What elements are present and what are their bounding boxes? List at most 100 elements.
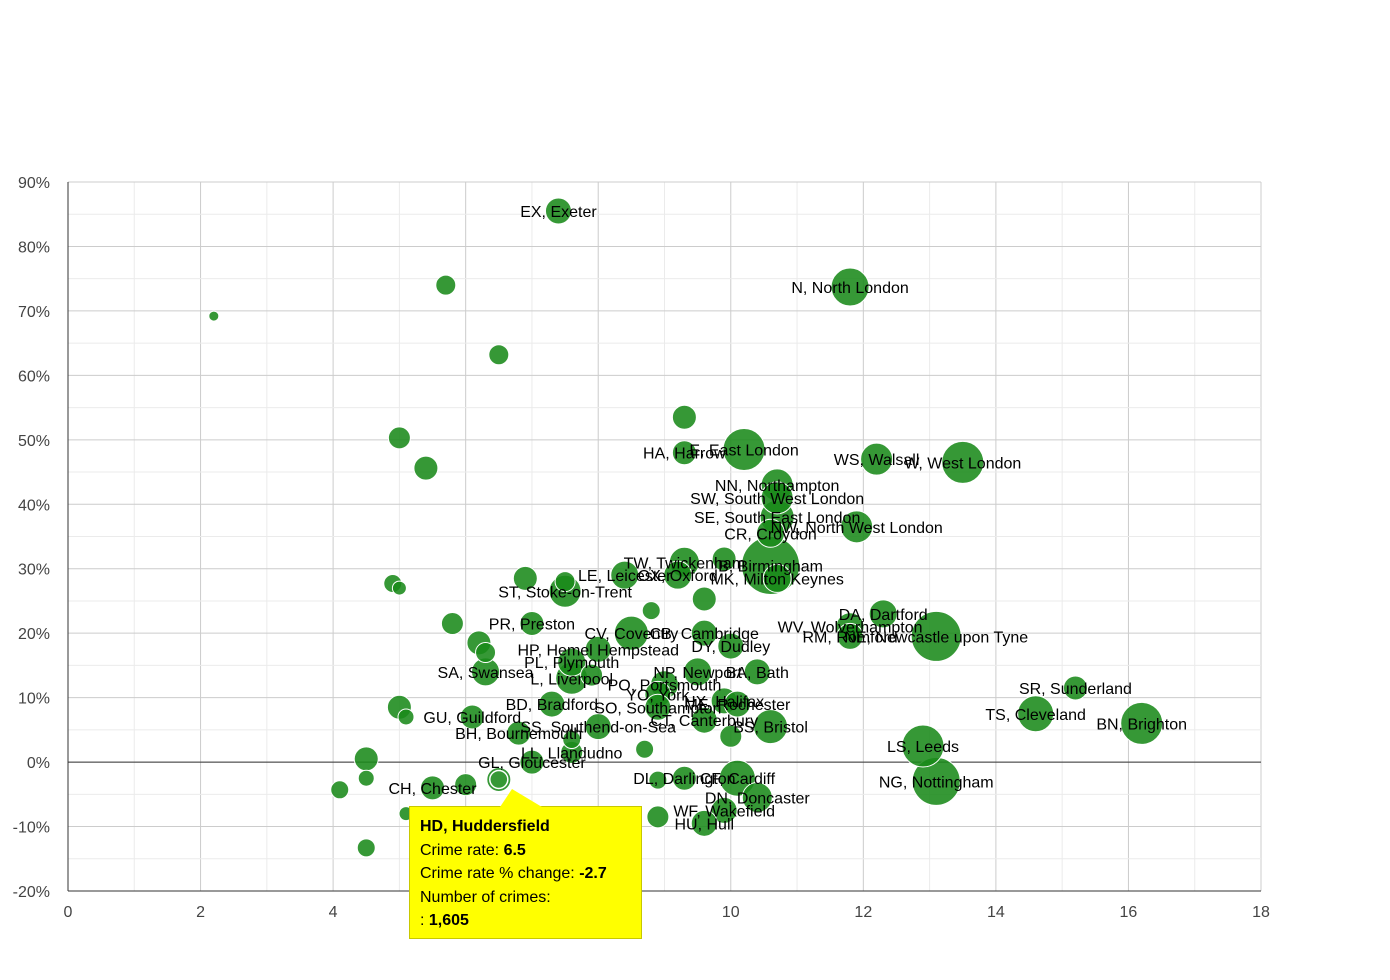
bubble-label: CT, Canterbury [650,713,758,730]
bubble-label: SR, Sunderland [1019,681,1132,698]
bubble [413,455,439,481]
axes [67,182,1261,892]
bubble [753,709,789,745]
bubble [512,565,538,591]
bubble [646,805,670,829]
y-tick-label: 90% [18,175,50,192]
bubble-label: DA, Dartford [839,607,928,624]
bubble [901,724,945,768]
bubble [459,704,485,730]
bubble [830,267,870,307]
x-tick-label: 0 [64,904,73,921]
bubble [663,560,693,590]
bubble-label: NW, North West London [771,520,943,537]
bubble-label: BD, Bradford [506,697,598,714]
bubble-label: CF, Cardiff [700,771,776,788]
bubble-label: DL, Darlington [633,771,735,788]
bubble-label: GU, Guildford [423,710,521,727]
bubble-label: PL, Plymouth [524,655,619,672]
tooltip-arrow [500,789,542,807]
bubble-label: TS, Cleveland [985,707,1086,724]
bubble-label: TW, Twickenham [624,555,746,572]
bubble [584,713,612,741]
bubble-label: HP, Hemel Hempstead [517,642,679,659]
bubble-label: PO, Portsmouth [608,678,722,695]
bubble-label: SA, Swansea [438,665,534,682]
bubble-label: SO, Southampton [594,700,721,717]
bubble [506,720,532,746]
bubble-label: BS, Bristol [733,720,808,737]
bubble-label: LS, Leeds [887,739,959,756]
bubble-label: BA, Bath [726,665,789,682]
y-tick-label: 0% [27,755,50,772]
bubble [941,440,985,484]
bubble-label: WV, Wolverhampton [778,620,923,637]
bubble-label: LL, Llandudno [521,745,623,762]
bubble-label: EX, Exeter [520,204,597,221]
bubble-label: CV, Coventry [585,626,679,643]
bubble [356,838,376,858]
bubble-label: RM, Romford [803,629,898,646]
y-tick-label: 40% [18,497,50,514]
bubble [711,546,737,572]
bubble [391,580,407,596]
bubble [544,197,572,225]
bubble-label: ST, Stoke-on-Trent [498,584,632,601]
tick-labels: 024681012141618-20%-10%0%10%20%30%40%50%… [13,175,1270,921]
bubble [519,749,545,775]
bubbles [208,197,1164,858]
bubble [397,708,415,726]
bubble-label: NE, Newcastle upon Tyne [844,629,1028,646]
x-tick-label: 10 [722,904,740,921]
bubble [690,809,718,837]
bubble-label: N, North London [791,280,908,297]
bubble [648,770,668,790]
bubble [868,599,898,629]
bubble [691,586,717,612]
bubble [330,780,350,800]
bubble [910,610,962,662]
x-tick-label: 18 [1252,904,1270,921]
bubble-label: SS, Southend-on-Sea [520,720,676,737]
bubble-label: SW, South West London [690,491,864,508]
bubble-label: SE, South East London [694,510,860,527]
bubble [710,796,738,824]
bubble [1062,675,1088,701]
bubble-label: YO, York [626,687,690,704]
x-tick-label: 12 [854,904,872,921]
bubble-label: E, East London [689,442,798,459]
bubble [475,642,497,664]
bubble-label: DN, Doncaster [705,791,811,808]
bubble-label: ME, Rochester [684,697,790,714]
bubble-label: CR, Croydon [724,526,816,543]
y-tick-label: 70% [18,304,50,321]
bubble-label: L, Liverpool [530,671,613,688]
bubble [613,615,649,651]
bubble-label: CB, Cambridge [650,626,759,643]
bubble [554,571,576,593]
bubble [454,773,478,797]
y-tick-label: -20% [13,884,50,901]
bubble [683,657,713,687]
tooltip-change: Crime rate % change: -2.7 [420,865,607,882]
tooltip-count-label: Number of crimes: [420,888,551,906]
bubble [690,619,718,647]
tooltip: HD, Huddersfield Crime rate: 6.5 Crime r… [409,789,642,939]
y-tick-label: 60% [18,368,50,385]
bubble-label: HU, Hull [674,816,734,833]
bubble [610,560,640,590]
bubble-label: MK, Milton Keynes [710,571,843,588]
bubble [435,274,457,296]
bubble [488,344,510,366]
y-tick-label: 80% [18,239,50,256]
bubble [741,782,773,814]
y-tick-label: -10% [13,820,50,837]
bubble-label: GL, Gloucester [478,755,586,772]
bubble [562,730,582,750]
x-tick-label: 14 [987,904,1005,921]
bubble [762,563,792,593]
bubble [580,663,604,687]
bubble [538,690,566,718]
